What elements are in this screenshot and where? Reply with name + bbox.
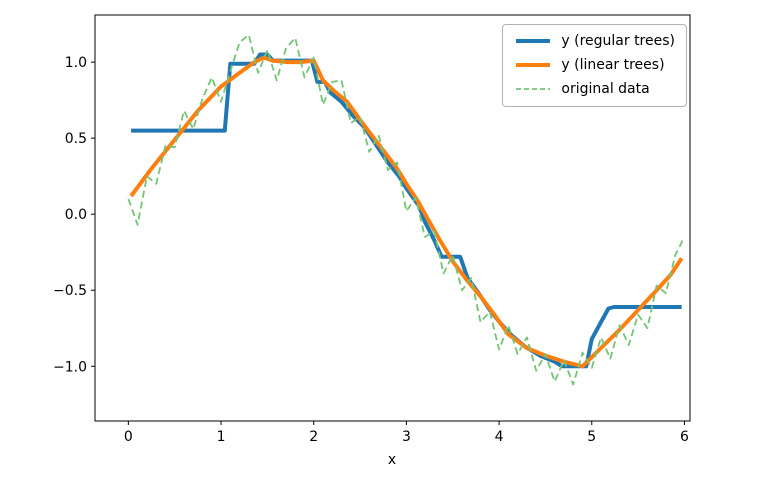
y-tick-label: 0.5 (65, 131, 87, 147)
x-axis-label: x (387, 452, 397, 468)
y-tick-label: 1.0 (65, 55, 87, 71)
legend-label-original-data: original data (561, 80, 650, 97)
legend-line-original-data-icon (516, 88, 551, 91)
series-lines (127, 33, 686, 386)
y-tick-label: 0.0 (65, 207, 87, 223)
legend-label-regular-trees: y (regular trees) (561, 33, 675, 49)
legend: y (regular trees) y (linear trees) origi… (502, 24, 687, 107)
series-line-y-linear-trees (129, 55, 684, 369)
x-tick-label: 5 (587, 429, 596, 445)
legend-item: y (linear trees) (514, 56, 675, 75)
series-line-original-data (127, 33, 686, 386)
legend-line-linear-trees-icon (516, 63, 551, 68)
y-ticks: 1.0 0.5 0.0 −0.5 −1.0 (53, 55, 95, 375)
y-tick-label: −1.0 (53, 359, 87, 375)
x-tick-label: 2 (309, 429, 318, 445)
legend-item: y (regular trees) (514, 32, 675, 51)
legend-item: original data (514, 80, 675, 99)
legend-label-linear-trees: y (linear trees) (561, 56, 665, 73)
x-ticks: 0 1 2 3 4 5 6 (124, 421, 689, 445)
x-tick-label: 4 (495, 429, 504, 445)
axes-frame (94, 14, 691, 422)
x-tick-label: 3 (402, 429, 411, 445)
x-tick-label: 1 (217, 429, 226, 445)
x-tick-label: 6 (680, 429, 689, 445)
y-tick-label: −0.5 (53, 283, 87, 299)
x-tick-label: 0 (124, 429, 133, 445)
legend-line-regular-trees-icon (516, 39, 551, 44)
